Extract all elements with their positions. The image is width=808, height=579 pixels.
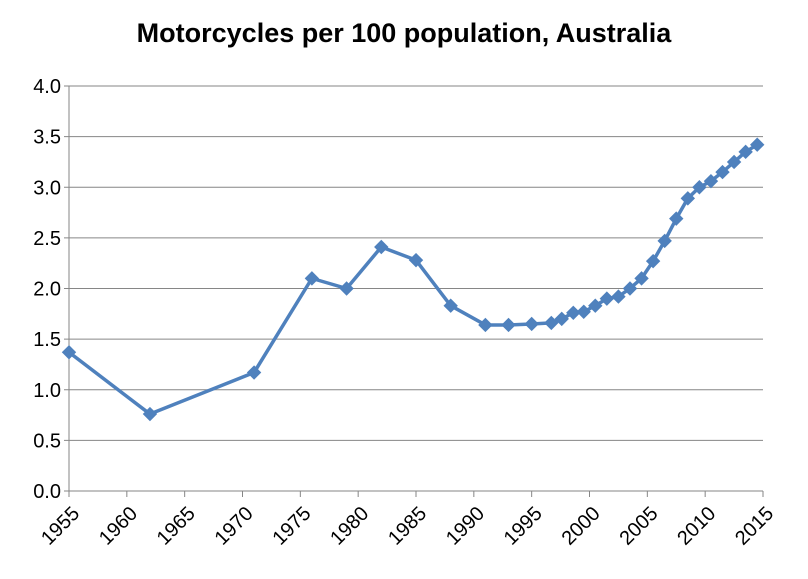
- data-point: [374, 239, 389, 255]
- data-point: [408, 252, 424, 268]
- x-tick-label: 2010: [673, 503, 720, 550]
- y-tick-label: 1.0: [33, 380, 61, 402]
- data-point: [669, 211, 684, 226]
- data-point: [726, 154, 742, 170]
- x-tick-label: 2005: [615, 503, 662, 550]
- data-point: [246, 365, 262, 380]
- data-point: [443, 298, 458, 313]
- series-line: [67, 143, 759, 416]
- y-tick-label: 0.5: [33, 430, 61, 452]
- data-point: [657, 233, 672, 249]
- data-point: [566, 305, 581, 321]
- data-point: [478, 317, 493, 333]
- x-tick-label: 1960: [95, 503, 142, 550]
- data-point: [703, 173, 719, 189]
- x-tick-label: 1965: [153, 503, 200, 550]
- x-tick-label: 2015: [731, 503, 778, 550]
- data-point: [61, 345, 77, 360]
- y-tick-label: 1.5: [33, 329, 61, 351]
- data-point: [680, 191, 696, 206]
- y-tick-label: 3.5: [33, 127, 61, 149]
- x-tick-label: 1975: [268, 503, 315, 550]
- data-point: [524, 316, 539, 332]
- y-tick-label: 4.0: [33, 76, 61, 98]
- data-point: [501, 317, 516, 333]
- y-tick-label: 2.5: [33, 228, 61, 250]
- data-point: [645, 253, 661, 269]
- y-tick-label: 3.0: [33, 177, 61, 199]
- x-tick-label: 1970: [211, 503, 258, 550]
- data-point: [142, 406, 158, 422]
- data-point: [554, 311, 569, 327]
- data-point: [339, 281, 354, 296]
- data-point: [544, 315, 559, 331]
- x-tick-label: 1995: [500, 503, 547, 550]
- data-point: [304, 271, 320, 286]
- data-point: [692, 180, 707, 195]
- x-tick-label: 1985: [384, 503, 431, 550]
- data-point: [634, 271, 649, 286]
- chart-title: Motorcycles per 100 population, Australi…: [136, 18, 672, 48]
- data-point: [738, 144, 753, 160]
- x-tick-label: 2000: [558, 503, 605, 550]
- x-tick-label: 1955: [37, 503, 84, 550]
- data-point: [599, 291, 615, 306]
- data-point: [622, 281, 638, 296]
- x-tick-label: 1990: [442, 503, 489, 550]
- data-point: [611, 289, 626, 304]
- y-tick-label: 2.0: [33, 279, 61, 301]
- y-tick-label: 0.0: [33, 481, 61, 503]
- data-point: [750, 137, 765, 152]
- data-point: [576, 304, 591, 319]
- data-point: [588, 298, 603, 313]
- data-point: [715, 164, 730, 180]
- x-tick-label: 1980: [326, 503, 373, 550]
